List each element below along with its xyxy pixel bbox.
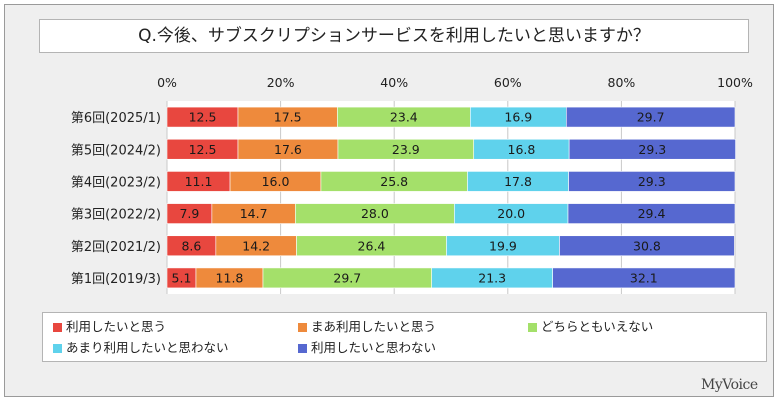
data-label: 25.8 — [380, 174, 408, 189]
category-label: 第3回(2022/2) — [71, 208, 161, 223]
legend-label: 利用したいと思う — [66, 319, 167, 334]
data-label: 30.8 — [633, 238, 661, 253]
data-label: 16.8 — [508, 142, 536, 157]
legend-label: 利用したいと思わない — [311, 340, 437, 355]
plot-area: 0% 20% 40% 60% 80% 100% 第6回(2025/1) 12.5 17.5 23.… — [15, 61, 775, 297]
x-tick-label: 40% — [380, 75, 408, 90]
category-label: 第1回(2019/3) — [71, 272, 161, 287]
bar-segment — [566, 106, 736, 128]
data-label: 5.1 — [172, 270, 192, 285]
data-label: 29.4 — [638, 206, 666, 221]
category-label: 第6回(2025/1) — [71, 111, 161, 126]
data-label: 29.3 — [638, 142, 666, 157]
legend-swatch — [53, 344, 62, 353]
legend-swatch — [53, 323, 62, 332]
data-label: 28.0 — [361, 206, 389, 221]
bar-segment — [552, 267, 736, 289]
bar-chart-svg: 0% 20% 40% 60% 80% 100% 第6回(2025/1) 12.5 17.5 23.… — [71, 75, 753, 294]
category-label: 第4回(2023/2) — [71, 175, 161, 190]
data-label: 17.6 — [274, 142, 302, 157]
legend-swatch — [298, 344, 307, 353]
bar-segment — [568, 138, 736, 160]
chart-frame: Q.今後、サブスクリプションサービスを利用したいと思いますか？ 0% 20% 40%… — [4, 4, 774, 397]
data-label: 7.9 — [179, 206, 199, 221]
legend: 利用したいと思う まあ利用したいと思う どちらともいえないあまり利用したいと思わない… — [42, 312, 767, 362]
bar-segment — [568, 171, 736, 192]
data-label: 23.4 — [390, 110, 418, 125]
data-label: 32.1 — [630, 270, 658, 285]
legend-label: あまり利用したいと思わない — [66, 340, 229, 355]
x-tick-label: 80% — [608, 75, 636, 90]
category-label: 第5回(2024/2) — [71, 143, 161, 158]
data-label: 17.8 — [504, 174, 532, 189]
legend-label: どちらともいえない — [541, 319, 654, 334]
data-label: 8.6 — [181, 238, 201, 253]
data-label: 11.1 — [185, 174, 213, 189]
legend-swatch — [528, 323, 537, 332]
bar-segment — [559, 235, 735, 257]
brand-logo: MyVoice — [701, 377, 758, 393]
data-label: 26.4 — [358, 238, 386, 253]
data-label: 20.0 — [497, 206, 525, 221]
data-label: 14.7 — [240, 206, 268, 221]
plot-background — [167, 101, 735, 294]
data-label: 29.7 — [637, 110, 665, 125]
bar-segment — [567, 203, 736, 224]
data-label: 12.5 — [189, 110, 217, 125]
data-label: 17.5 — [274, 110, 302, 125]
legend-swatch — [298, 323, 307, 332]
data-label: 23.9 — [392, 142, 420, 157]
x-tick-label: 0% — [157, 75, 177, 90]
legend-label: まあ利用したいと思う — [311, 319, 437, 334]
x-tick-label: 60% — [494, 75, 522, 90]
data-label: 21.3 — [478, 270, 506, 285]
chart-title: Q.今後、サブスクリプションサービスを利用したいと思いますか？ — [39, 19, 749, 53]
data-label: 12.5 — [189, 142, 217, 157]
data-label: 11.8 — [216, 270, 244, 285]
category-label: 第2回(2021/2) — [71, 240, 161, 255]
x-tick-label: 100% — [717, 75, 753, 90]
data-label: 29.3 — [638, 174, 666, 189]
data-label: 29.7 — [333, 270, 361, 285]
data-label: 16.0 — [262, 174, 290, 189]
data-label: 19.9 — [489, 238, 517, 253]
data-label: 16.9 — [504, 110, 532, 125]
x-tick-label: 20% — [267, 75, 295, 90]
data-label: 14.2 — [242, 238, 270, 253]
